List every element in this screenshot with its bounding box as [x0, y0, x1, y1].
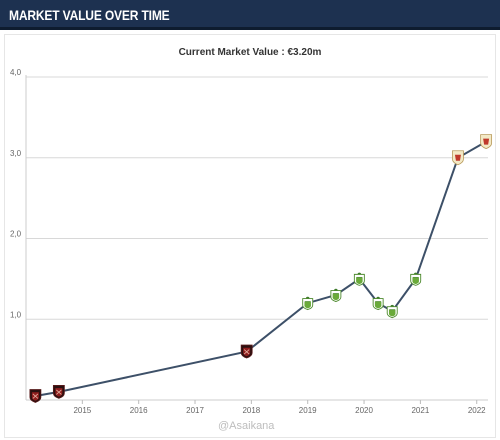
y-tick-label: 4,0 — [10, 68, 22, 77]
data-point-green-badge[interactable] — [386, 304, 398, 319]
data-point-green-badge[interactable] — [353, 272, 365, 286]
y-tick-label: 1,0 — [10, 310, 22, 319]
chart-title: Current Market Value : €3.20m — [178, 47, 322, 58]
market-value-line — [35, 140, 487, 397]
data-point-dark-red-badge[interactable] — [52, 385, 65, 399]
data-point-green-badge[interactable] — [372, 296, 384, 311]
data-point-green-badge[interactable] — [302, 296, 314, 311]
y-tick-label: 2,0 — [10, 230, 22, 239]
chart-card — [4, 34, 496, 438]
data-point-green-badge[interactable] — [330, 288, 342, 302]
data-point-dark-red-badge[interactable] — [240, 344, 253, 359]
data-point-green-badge[interactable] — [410, 272, 422, 286]
data-point-layer — [29, 134, 493, 403]
section-title: MARKET VALUE OVER TIME — [9, 7, 170, 23]
data-point-cream-badge[interactable] — [452, 150, 464, 166]
x-tick-label: 2016 — [130, 406, 148, 415]
x-tick-label: 2020 — [355, 406, 373, 415]
y-tick-label: 3,0 — [10, 149, 22, 158]
grid-layer — [26, 76, 488, 320]
axis-layer: 1,0 2,0 3,0 4,0 2015 2016 2017 2018 2019 2020 2021… — [10, 68, 488, 415]
watermark: @Asaikana — [218, 420, 275, 432]
x-tick-label: 2015 — [73, 406, 91, 415]
data-point-dark-red-badge[interactable] — [29, 389, 42, 403]
x-tick-label: 2022 — [468, 406, 486, 415]
x-tick-label: 2017 — [186, 406, 204, 415]
section-header: MARKET VALUE OVER TIME — [0, 0, 500, 30]
x-tick-label: 2021 — [411, 406, 429, 415]
x-tick-label: 2019 — [299, 406, 317, 415]
x-tick-label: 2018 — [242, 406, 260, 415]
data-point-cream-badge[interactable] — [480, 134, 493, 150]
